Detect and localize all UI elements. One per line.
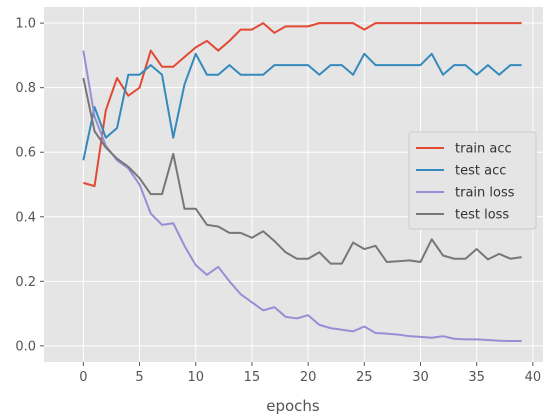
x-axis-label: epochs — [266, 397, 320, 415]
y-tick-label: 0.6 — [15, 146, 36, 161]
y-tick-label: 0.4 — [15, 210, 36, 225]
legend-label-test-acc: test acc — [455, 164, 506, 179]
x-tick-label: 5 — [135, 370, 143, 385]
grid-lines — [44, 7, 543, 362]
x-tick-label: 40 — [525, 370, 542, 385]
x-tick-label: 30 — [412, 370, 429, 385]
series-lines — [82, 22, 522, 343]
x-tick-label: 10 — [187, 370, 204, 385]
x-tick-label: 20 — [300, 370, 317, 385]
y-tick-label: 0.0 — [15, 339, 36, 354]
x-tick-label: 25 — [356, 370, 373, 385]
y-axis-ticks: 0.0 0.2 0.4 0.6 0.8 1.0 — [15, 17, 44, 354]
legend-box — [408, 131, 537, 230]
series-line-test-loss — [82, 77, 522, 265]
x-tick-label: 0 — [79, 370, 87, 385]
legend-label-test-loss: test loss — [455, 208, 509, 223]
legend: train acc test acc train loss test loss — [408, 131, 537, 230]
series-line-train-acc — [83, 22, 522, 188]
legend-label-train-acc: train acc — [455, 142, 512, 157]
x-axis-ticks: 0 5 10 15 20 25 30 35 40 — [79, 362, 541, 385]
y-tick-label: 1.0 — [15, 17, 36, 32]
series-line-train-loss — [82, 50, 522, 343]
legend-label-train-loss: train loss — [455, 186, 515, 201]
y-tick-label: 0.8 — [15, 81, 36, 96]
y-tick-label: 0.2 — [15, 275, 36, 290]
series-line-test-acc — [82, 52, 522, 161]
x-tick-label: 15 — [244, 370, 261, 385]
x-tick-label: 35 — [468, 370, 485, 385]
